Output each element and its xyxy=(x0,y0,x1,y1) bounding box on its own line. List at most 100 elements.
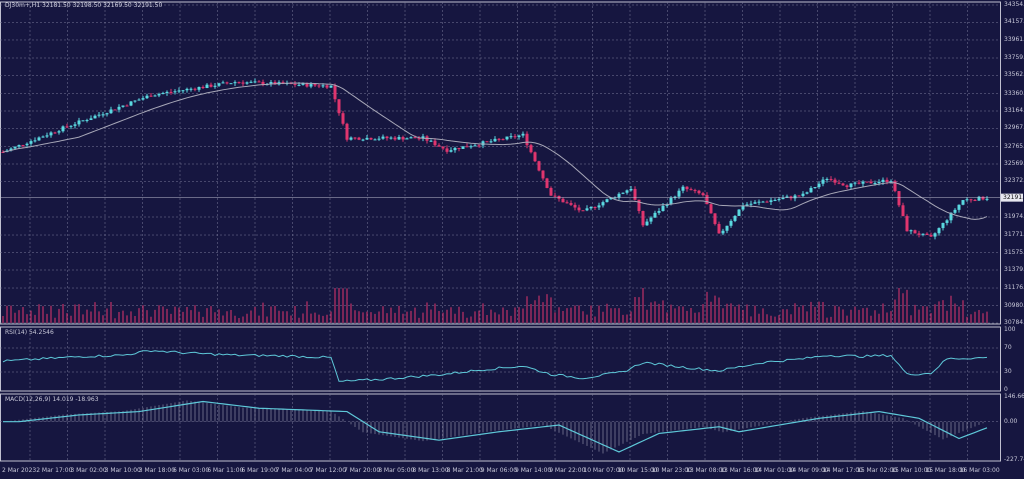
candle-body xyxy=(637,199,641,212)
candle-body xyxy=(957,204,961,210)
candle-body xyxy=(437,145,441,147)
candle-body xyxy=(761,201,765,203)
candle-body xyxy=(657,211,661,213)
candle-body xyxy=(469,146,473,148)
candle-body xyxy=(421,136,425,139)
candle-body xyxy=(221,82,225,84)
candle-body xyxy=(257,81,261,83)
candle-body xyxy=(321,85,325,87)
candle-body xyxy=(297,84,301,86)
candle-body xyxy=(97,114,101,116)
price-tick-label: 33164.25 xyxy=(1004,107,1024,114)
candle-body xyxy=(753,202,757,204)
candle-body xyxy=(213,85,217,87)
candle-body xyxy=(505,136,509,140)
candle-body xyxy=(49,132,53,136)
time-tick-label: 14 Mar 17:00 xyxy=(822,467,863,474)
candle-body xyxy=(485,141,489,143)
time-tick-label: 15 Mar 10:00 xyxy=(891,467,932,474)
candle-body xyxy=(37,137,41,141)
candle-body xyxy=(833,179,837,183)
current-price-marker xyxy=(1001,193,1023,202)
time-tick-label: 7 Mar 04:00 xyxy=(275,467,312,474)
candle-body xyxy=(61,126,65,132)
candle-body xyxy=(681,186,685,191)
candle-body xyxy=(857,182,861,184)
candle-body xyxy=(813,187,817,189)
candle-body xyxy=(269,81,273,85)
candle-body xyxy=(529,145,533,153)
candle-body xyxy=(365,137,369,140)
candle-body xyxy=(545,178,549,188)
candle-body xyxy=(193,88,197,90)
candle-body xyxy=(117,106,121,110)
candle-body xyxy=(337,99,341,114)
candle-body xyxy=(689,189,693,191)
candle-body xyxy=(109,109,113,114)
candle-body xyxy=(677,190,681,197)
candle-body xyxy=(733,215,737,221)
candle-body xyxy=(533,152,537,162)
candle-body xyxy=(737,209,741,216)
candle-body xyxy=(317,85,321,87)
candle-body xyxy=(617,193,621,198)
rsi-tick-label: 0 xyxy=(1004,386,1008,393)
candle-body xyxy=(121,105,125,107)
pane-border xyxy=(0,326,1001,392)
candle-body xyxy=(357,137,361,140)
candle-body xyxy=(65,126,69,128)
candle-body xyxy=(237,82,241,84)
candle-body xyxy=(489,141,493,143)
candle-body xyxy=(417,138,421,140)
time-tick-label: 3 Mar 18:00 xyxy=(138,467,176,474)
candle-body xyxy=(173,91,177,93)
candle-body xyxy=(501,139,505,141)
candle-body xyxy=(549,187,553,196)
candle-body xyxy=(53,132,57,134)
price-tick-label: 31974.25 xyxy=(1004,213,1024,220)
candle-body xyxy=(661,205,665,212)
time-tick-label: 10 Mar 07:00 xyxy=(583,467,624,474)
candle-body xyxy=(181,90,185,92)
candle-body xyxy=(513,136,517,138)
candle-body xyxy=(241,82,245,84)
candle-body xyxy=(809,187,813,193)
candle-body xyxy=(653,212,657,218)
candle-body xyxy=(565,202,569,204)
time-tick-label: 2 Mar 2023 xyxy=(2,467,37,474)
candle-body xyxy=(801,193,805,196)
candle-body xyxy=(377,138,381,140)
time-tick-label: 16 Mar 03:00 xyxy=(959,467,1000,474)
time-tick-label: 3 Mar 02:00 xyxy=(70,467,107,474)
candle-body xyxy=(101,114,105,116)
price-tick-label: 31771.95 xyxy=(1004,231,1024,239)
rsi-tick-label: 100 xyxy=(1004,326,1016,333)
rsi-tick-label: 70 xyxy=(1004,344,1012,351)
candle-body xyxy=(369,137,373,140)
candle-body xyxy=(45,135,49,137)
candle-body xyxy=(41,136,45,138)
candle-body xyxy=(609,197,613,200)
candle-body xyxy=(597,205,601,208)
candle-body xyxy=(165,91,169,94)
price-tick-label: 31176.95 xyxy=(1004,284,1024,292)
candle-body xyxy=(525,133,529,146)
candle-body xyxy=(945,220,949,223)
time-tick-label: 8 Mar 05:00 xyxy=(378,467,415,474)
candle-body xyxy=(429,140,433,142)
candle-body xyxy=(925,233,929,235)
candle-body xyxy=(961,200,965,205)
macd-tick-label: 0.00 xyxy=(1004,417,1018,425)
candle-body xyxy=(445,148,449,152)
candle-body xyxy=(393,137,397,140)
time-tick-label: 15 Mar 02:00 xyxy=(857,467,898,474)
candle-body xyxy=(185,88,189,91)
price-tick-label: 30784.25 xyxy=(1004,319,1024,326)
candle-body xyxy=(985,198,989,200)
candle-body xyxy=(849,183,853,188)
candle-body xyxy=(557,195,561,199)
candle-body xyxy=(973,200,977,202)
candle-body xyxy=(593,207,597,209)
